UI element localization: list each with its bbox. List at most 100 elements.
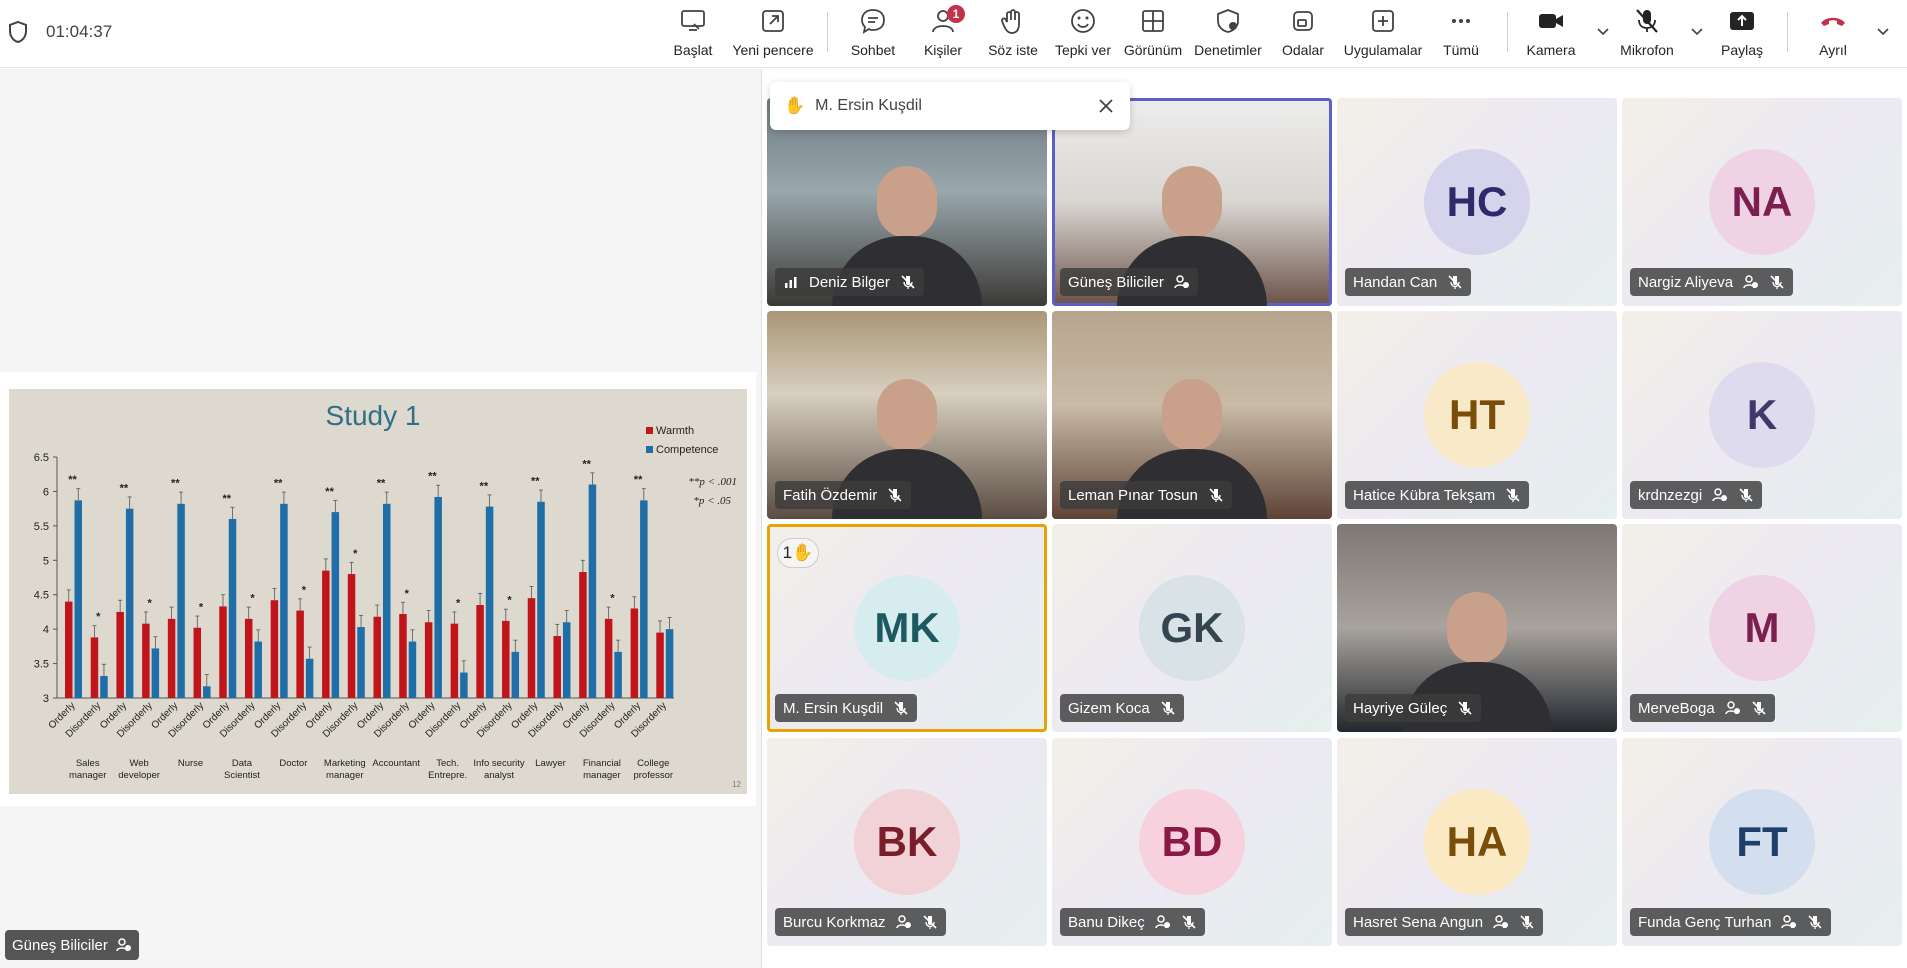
chevron-down-icon[interactable]	[1596, 24, 1610, 38]
toolbar-button-more[interactable]: Tümü	[1416, 6, 1506, 62]
toolbar-button-raise-hand[interactable]: Söz iste	[968, 6, 1058, 62]
mic-off-icon	[1636, 9, 1658, 33]
toolbar-button-view[interactable]: Görünüm	[1108, 6, 1198, 62]
significance-marker: **	[428, 471, 437, 483]
significance-marker: *	[302, 584, 307, 596]
participant-tile[interactable]: BK Burcu Korkmaz	[767, 738, 1047, 946]
apps-icon	[1372, 10, 1394, 32]
close-icon[interactable]	[1096, 96, 1116, 116]
react-icon	[1071, 9, 1095, 33]
participant-nametag: Burcu Korkmaz	[775, 908, 946, 936]
participant-nametag: M. Ersin Kuşdil	[775, 694, 918, 722]
toolbar-button-new-window[interactable]: Yeni pencere	[728, 6, 818, 62]
participant-tile[interactable]: NA Nargiz Aliyeva	[1622, 98, 1902, 306]
raise-hand-icon	[1001, 9, 1020, 34]
presenter-label: Güneş Biliciler	[5, 930, 139, 960]
participant-tile[interactable]: GK Gizem Koca	[1052, 524, 1332, 732]
toolbar-button-share[interactable]: Paylaş	[1697, 6, 1787, 62]
participant-tile[interactable]: Hayriye Güleç	[1337, 524, 1617, 732]
bar-competence	[562, 622, 571, 698]
participant-tile[interactable]: HC Handan Can	[1337, 98, 1617, 306]
participant-tile[interactable]: M MerveBoga	[1622, 524, 1902, 732]
participant-tile[interactable]: MK 1 ✋ M. Ersin Kuşdil	[767, 524, 1047, 732]
participant-nametag: Funda Genç Turhan	[1630, 908, 1832, 936]
significance-note: **p < .001	[688, 476, 737, 488]
bar-warmth	[373, 616, 381, 698]
chart-title: Study 1	[326, 400, 421, 431]
toolbar-button-apps[interactable]: Uygulamalar	[1338, 6, 1428, 62]
bar-competence	[331, 512, 340, 698]
toolbar-label: Paylaş	[1720, 42, 1764, 58]
toolbar-label: Ayrıl	[1819, 42, 1847, 58]
participant-name: Hatice Kübra Tekşam	[1353, 486, 1496, 504]
participant-tile[interactable]: Güneş Biliciler	[1052, 98, 1332, 306]
significance-marker: *	[250, 593, 255, 605]
significance-marker: *	[353, 548, 358, 560]
participant-tile[interactable]: HT Hatice Kübra Tekşam	[1337, 311, 1617, 519]
mic-off-icon	[1770, 275, 1784, 289]
camera-icon	[1539, 14, 1563, 28]
bar-warmth	[630, 608, 639, 698]
group-label: analyst	[484, 770, 514, 781]
participant-tile[interactable]: Leman Pınar Tosun	[1052, 311, 1332, 519]
avatar: MK	[854, 575, 960, 681]
rooms-icon	[1293, 11, 1313, 31]
toolbar-label: Tümü	[1443, 42, 1479, 58]
bar-warmth	[399, 613, 407, 698]
toolbar-button-hang-up[interactable]: Ayrıl	[1788, 6, 1878, 62]
group-label: Entrepre.	[428, 770, 467, 781]
bar-competence	[383, 503, 391, 698]
bar-warmth	[219, 606, 227, 698]
y-tick-label: 5	[43, 555, 49, 567]
participant-tile[interactable]: Fatih Özdemir	[767, 311, 1047, 519]
presenter-role-icon	[1743, 275, 1759, 289]
significance-marker: **	[222, 493, 231, 505]
raised-hand-icon: ✋	[784, 96, 806, 115]
notification-badge: 1	[947, 5, 965, 23]
bar-warmth	[579, 571, 587, 698]
toolbar-button-rooms[interactable]: Odalar	[1258, 6, 1348, 62]
bar-warmth	[270, 600, 279, 698]
bar-warmth	[604, 618, 613, 698]
bar-warmth	[502, 620, 510, 698]
participant-tile[interactable]: Deniz Bilger	[767, 98, 1047, 306]
toolbar-button-camera[interactable]: Kamera	[1506, 6, 1596, 62]
participant-name: MerveBoga	[1638, 699, 1715, 717]
participant-tile[interactable]: BD Banu Dikeç	[1052, 738, 1332, 946]
bar-warmth	[142, 623, 150, 698]
raised-hand-name: M. Ersin Kuşdil	[815, 97, 922, 114]
toolbar-button-people[interactable]: 1 Kişiler	[898, 5, 988, 62]
participant-tile[interactable]: FT Funda Genç Turhan	[1622, 738, 1902, 946]
toolbar-button-react[interactable]: Tepki ver	[1038, 6, 1128, 62]
participant-tile[interactable]: HA Hasret Sena Angun	[1337, 738, 1617, 946]
significance-marker: **	[480, 480, 489, 492]
significance-note: *p < .05	[693, 495, 731, 507]
toolbar-label: Yeni pencere	[732, 42, 814, 58]
bar-warmth	[167, 618, 176, 698]
mic-off-icon	[894, 701, 908, 715]
y-tick-label: 4	[43, 624, 49, 636]
bar-warmth	[116, 611, 124, 698]
toolbar-button-mic-off[interactable]: Mikrofon	[1602, 6, 1692, 62]
toolbar-button-chat[interactable]: Sohbet	[828, 6, 918, 62]
significance-marker: **	[634, 474, 643, 486]
participant-nametag: Banu Dikeç	[1060, 908, 1205, 936]
chevron-down-icon[interactable]	[1876, 24, 1890, 38]
bar-competence	[203, 686, 211, 698]
significance-marker: *	[456, 597, 461, 609]
legend-swatch-warmth	[646, 427, 653, 434]
toolbar-button-controls[interactable]: Denetimler	[1183, 6, 1273, 62]
toolbar-label: Mikrofon	[1620, 42, 1674, 58]
bar-competence	[125, 508, 134, 698]
significance-marker: **	[68, 474, 77, 486]
chevron-down-icon[interactable]	[1690, 24, 1704, 38]
hand-icon: ✋	[792, 543, 814, 562]
significance-marker: *	[610, 593, 615, 605]
raised-hand-notification[interactable]: ✋ M. Ersin Kuşdil	[770, 82, 1130, 130]
y-tick-label: 3.5	[34, 659, 49, 671]
shield-icon	[9, 20, 27, 44]
bar-competence	[151, 648, 160, 698]
toolbar-button-screen-start[interactable]: Başlat	[648, 6, 738, 62]
mic-off-icon	[1209, 488, 1223, 502]
